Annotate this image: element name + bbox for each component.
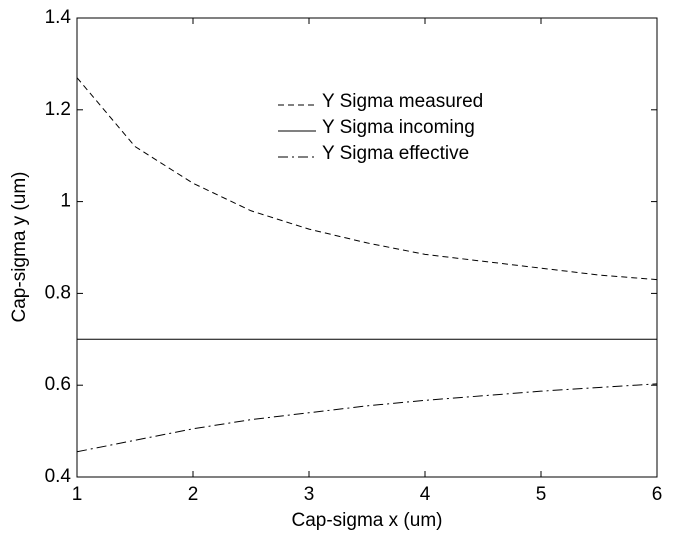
y-tick-label: 1 bbox=[60, 191, 71, 212]
plot-frame bbox=[76, 17, 658, 478]
x-tick-label: 2 bbox=[188, 484, 199, 505]
y-tick-label: 0.6 bbox=[45, 374, 71, 395]
legend-label: Y Sigma effective bbox=[322, 143, 469, 164]
y-tick-label: 0.4 bbox=[45, 466, 72, 487]
x-tick-label: 3 bbox=[304, 484, 315, 505]
legend-label: Y Sigma incoming bbox=[322, 117, 475, 138]
y-tick-label: 1.2 bbox=[45, 99, 71, 120]
series-line bbox=[76, 383, 658, 453]
x-tick-label: 1 bbox=[72, 484, 83, 505]
legend-label: Y Sigma measured bbox=[322, 91, 483, 112]
series-line bbox=[76, 77, 658, 281]
y-axis-label: Cap-sigma y (um) bbox=[9, 172, 30, 323]
x-axis-label: Cap-sigma x (um) bbox=[292, 510, 443, 531]
x-tick-label: 6 bbox=[652, 484, 663, 505]
y-tick-label: 1.4 bbox=[45, 7, 72, 28]
y-tick-label: 0.8 bbox=[45, 282, 71, 303]
x-tick-label: 4 bbox=[420, 484, 431, 505]
x-tick-label: 5 bbox=[536, 484, 547, 505]
